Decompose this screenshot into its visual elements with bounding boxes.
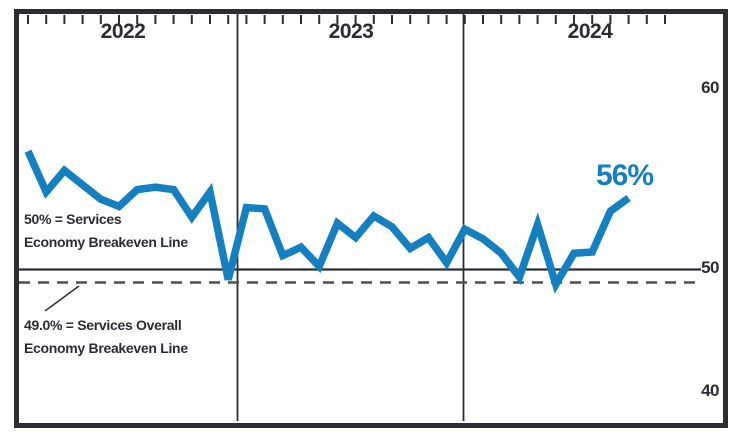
y-axis-label-40: 40 [701,381,719,400]
annotation-breakeven-49: 49.0% = Services Overall Economy Breakev… [24,314,188,360]
year-label-2024: 2024 [567,20,613,43]
y-axis-label-60: 60 [701,78,719,97]
month-ticks [27,15,666,24]
annotation-breakeven-50: 50% = Services Economy Breakeven Line [24,208,188,254]
year-label-2022: 2022 [100,20,146,43]
chart-frame [14,9,728,428]
annotation-breakeven-49-line2: Economy Breakeven Line [24,340,188,356]
annotation-breakeven-50-line2: Economy Breakeven Line [24,234,188,250]
annotation-pointer-line [44,285,80,312]
annotation-breakeven-50-line1: 50% = Services [24,211,122,227]
y-axis-label-50: 50 [701,258,719,277]
year-label-2023: 2023 [328,20,374,43]
annotation-breakeven-49-line1: 49.0% = Services Overall [24,317,182,333]
final-value-label: 56% [596,159,654,192]
pmi-line [24,149,631,294]
